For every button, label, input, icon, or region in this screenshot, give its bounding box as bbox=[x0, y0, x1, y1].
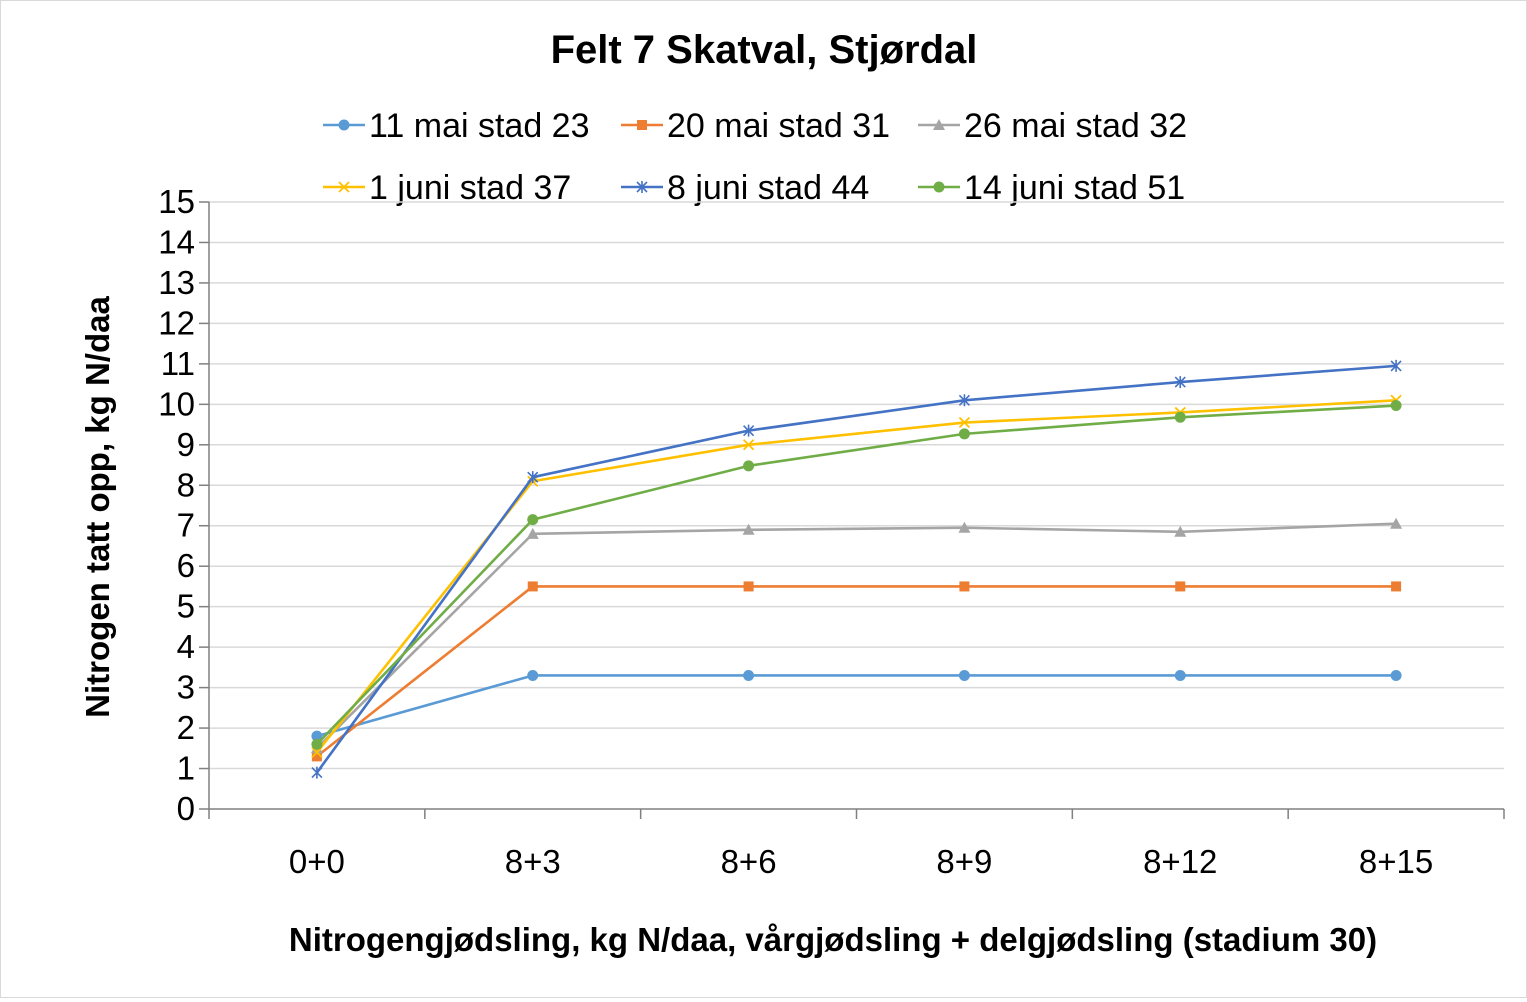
series-line bbox=[315, 404, 1397, 746]
y-axis-title: Nitrogen tatt opp, kg N/daa bbox=[79, 296, 116, 718]
y-tick-label: 9 bbox=[177, 426, 195, 463]
x-tick-label: 0+0 bbox=[289, 843, 345, 880]
data-point bbox=[1390, 359, 1402, 372]
series-1 bbox=[311, 669, 1402, 742]
data-point bbox=[743, 460, 755, 472]
legend-item: 20 mai stad 31 bbox=[621, 107, 890, 145]
data-point bbox=[743, 424, 755, 437]
data-point bbox=[526, 527, 539, 539]
data-point bbox=[1390, 517, 1403, 529]
chart-title: Felt 7 Skatval, Stjørdal bbox=[551, 28, 978, 72]
x-tick-label: 8+3 bbox=[505, 843, 561, 880]
legend-swatch-marker bbox=[933, 119, 945, 130]
y-tick-label: 10 bbox=[158, 385, 195, 422]
gridlines bbox=[209, 201, 1504, 770]
data-point bbox=[742, 439, 755, 451]
series-group bbox=[310, 359, 1403, 779]
data-point bbox=[1174, 669, 1186, 681]
data-point bbox=[311, 738, 323, 750]
data-point bbox=[959, 581, 970, 592]
series-line bbox=[316, 674, 1397, 738]
legend-item: 1 juni stad 37 bbox=[323, 169, 571, 207]
data-point bbox=[1390, 669, 1402, 681]
data-point bbox=[958, 428, 970, 440]
series-2 bbox=[311, 581, 1402, 762]
legend-label: 26 mai stad 32 bbox=[964, 107, 1187, 145]
legend-swatch-marker bbox=[636, 181, 648, 193]
data-point bbox=[527, 471, 539, 484]
series-line bbox=[315, 364, 1397, 774]
legend-swatch-marker bbox=[637, 120, 647, 130]
y-tick-label: 8 bbox=[177, 466, 195, 503]
data-point bbox=[1390, 400, 1402, 412]
data-point bbox=[958, 394, 970, 407]
legend-label: 20 mai stad 31 bbox=[667, 107, 890, 145]
legend-label: 8 juni stad 44 bbox=[667, 169, 869, 207]
y-tick-label: 5 bbox=[177, 588, 195, 625]
data-point bbox=[1174, 525, 1187, 537]
y-tick-label: 6 bbox=[177, 547, 195, 584]
x-tick-label: 8+6 bbox=[721, 843, 777, 880]
y-tick-label: 4 bbox=[177, 628, 195, 665]
legend-item: 11 mai stad 23 bbox=[323, 107, 590, 145]
y-tick-label: 2 bbox=[177, 709, 195, 746]
y-tick-label: 3 bbox=[177, 669, 195, 706]
y-tick-label: 14 bbox=[158, 223, 195, 260]
legend-item: 26 mai stad 32 bbox=[918, 107, 1187, 145]
y-tick-label: 15 bbox=[158, 183, 195, 220]
y-tick-label: 0 bbox=[177, 790, 195, 827]
legend-swatch-marker bbox=[338, 119, 350, 131]
data-point bbox=[958, 416, 971, 429]
data-point bbox=[958, 521, 971, 533]
y-tick-label: 11 bbox=[161, 345, 195, 382]
y-tick-label: 13 bbox=[158, 264, 195, 301]
data-point bbox=[1175, 581, 1186, 592]
data-point bbox=[527, 669, 539, 681]
y-tick-label: 7 bbox=[177, 507, 195, 544]
x-tick-label: 8+9 bbox=[936, 843, 992, 880]
legend-swatch-marker bbox=[338, 181, 350, 193]
data-point bbox=[527, 581, 538, 592]
data-point bbox=[527, 514, 539, 526]
legend-swatch-marker bbox=[933, 181, 945, 193]
series-6 bbox=[311, 400, 1402, 750]
x-tick-label: 8+12 bbox=[1143, 843, 1217, 880]
data-point bbox=[1391, 581, 1402, 592]
data-point bbox=[742, 523, 755, 535]
legend-label: 14 juni stad 51 bbox=[964, 169, 1185, 207]
legend: 11 mai stad 23 20 mai stad 31 26 mai stad … bbox=[323, 107, 1187, 207]
x-tick-label: 8+15 bbox=[1359, 843, 1433, 880]
data-point bbox=[311, 751, 322, 762]
data-point bbox=[1174, 376, 1186, 389]
data-point bbox=[743, 669, 755, 681]
series-line bbox=[316, 522, 1397, 750]
data-point bbox=[958, 669, 970, 681]
legend-item: 8 juni stad 44 bbox=[621, 169, 869, 207]
data-point bbox=[743, 581, 754, 592]
x-axis-title: Nitrogengjødsling, kg N/daa, vårgjødslin… bbox=[289, 921, 1377, 958]
series-line bbox=[316, 585, 1397, 758]
y-tick-label: 12 bbox=[158, 304, 195, 341]
data-point bbox=[311, 766, 323, 779]
data-point bbox=[311, 730, 323, 742]
series-5 bbox=[311, 359, 1402, 779]
legend-label: 1 juni stad 37 bbox=[369, 169, 571, 207]
data-point bbox=[311, 746, 323, 758]
legend-item: 14 juni stad 51 bbox=[918, 169, 1185, 207]
legend-label: 11 mai stad 23 bbox=[369, 107, 590, 145]
y-tick-label: 1 bbox=[177, 750, 195, 787]
data-point bbox=[1174, 411, 1186, 423]
